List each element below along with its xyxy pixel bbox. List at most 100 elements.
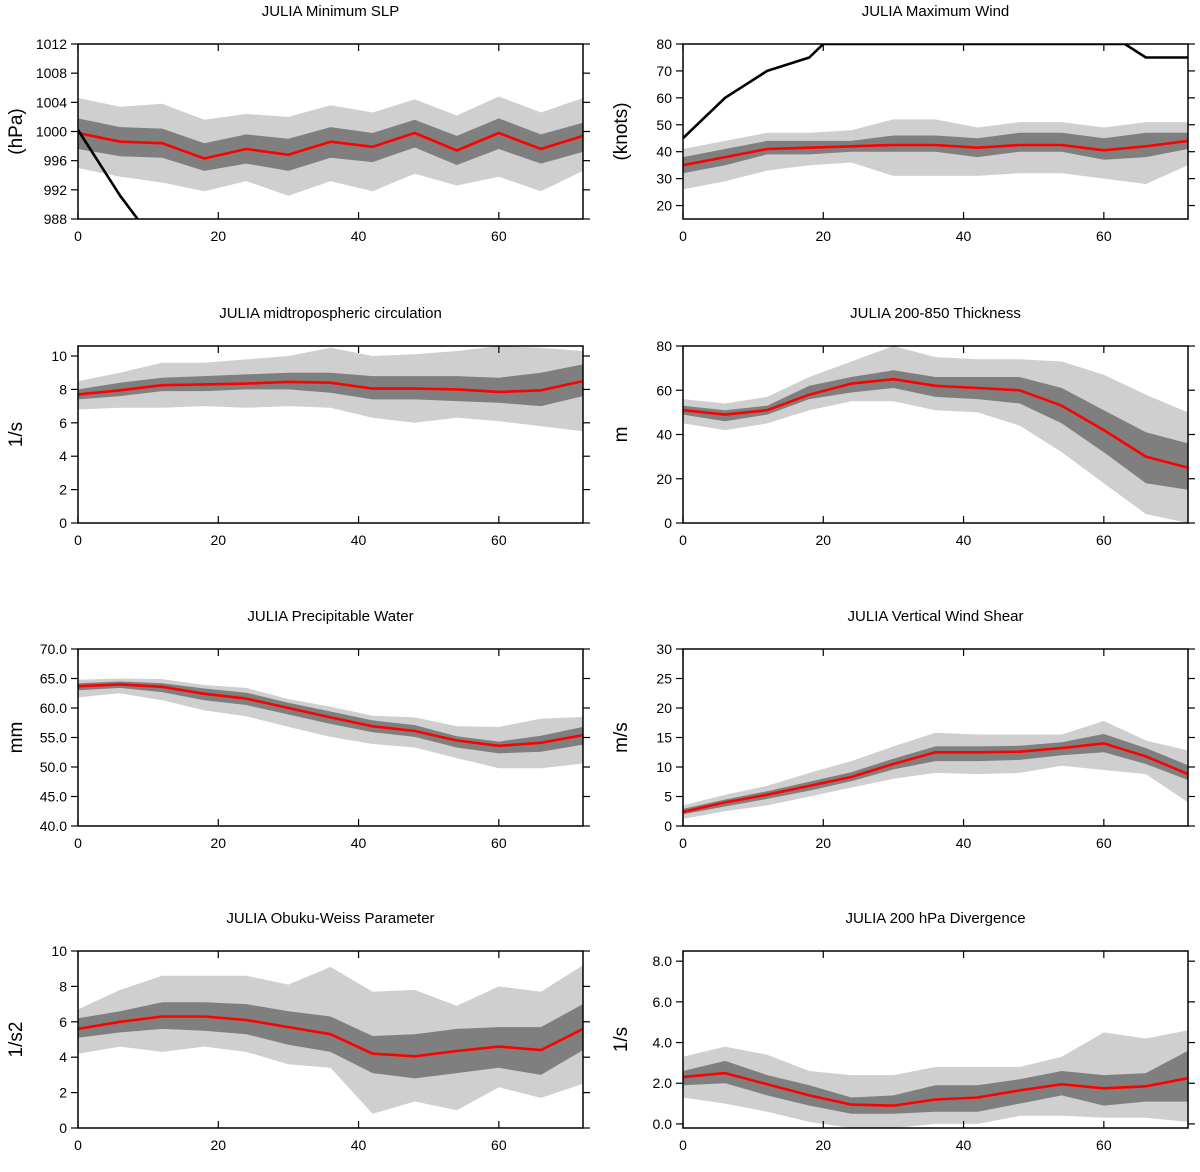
y-axis-label: mm xyxy=(6,722,27,754)
y-tick-label: 988 xyxy=(44,211,68,227)
y-tick-label: 20 xyxy=(656,700,672,716)
x-tick-label: 0 xyxy=(679,228,687,244)
inner-range-band xyxy=(683,1050,1188,1114)
chart-title: JULIA Minimum SLP xyxy=(262,3,400,20)
y-tick-label: 40 xyxy=(656,427,672,443)
x-tick-label: 20 xyxy=(210,228,226,244)
x-tick-label: 40 xyxy=(956,835,972,851)
x-tick-label: 0 xyxy=(74,1137,82,1153)
panel-2: 0 20 40 60 0 2 4 6 8 10 JULIA midtropospheric circ… xyxy=(6,305,590,548)
y-tick-label: 1000 xyxy=(36,124,67,140)
y-axis-label: m/s xyxy=(611,722,632,753)
y-axis-label: m xyxy=(611,427,632,443)
chart-title: JULIA Maximum Wind xyxy=(862,3,1010,20)
y-tick-label: 70 xyxy=(656,63,672,79)
x-tick-label: 40 xyxy=(956,228,972,244)
panel-0: 0 20 40 60 988 992 996 1000 1004 1008 1012 JULIA Mi… xyxy=(6,3,590,244)
x-tick-label: 0 xyxy=(74,835,82,851)
plot-frame xyxy=(682,950,1189,1129)
x-tick-label: 60 xyxy=(1096,228,1112,244)
y-tick-label: 80 xyxy=(656,338,672,354)
plot-area xyxy=(78,678,583,769)
inner-range-band xyxy=(683,734,1188,815)
y-tick-label: 40 xyxy=(656,144,672,160)
y-axis-label: (knots) xyxy=(611,102,632,160)
panel-6: 0 20 40 60 0 2 4 6 8 10 JULIA Obuku-Weiss Paramete… xyxy=(6,910,590,1153)
y-tick-label: 1004 xyxy=(36,94,67,110)
y-tick-label: 1008 xyxy=(36,65,67,81)
y-tick-label: 10 xyxy=(51,943,67,959)
x-tick-label: 0 xyxy=(74,532,82,548)
x-tick-label: 60 xyxy=(491,228,507,244)
y-tick-label: 8.0 xyxy=(653,953,673,969)
panel-5: 0 20 40 60 0 5 10 15 20 25 30 JULIA Vertical Wind S… xyxy=(611,608,1195,851)
chart-title: JULIA 200-850 Thickness xyxy=(850,305,1021,322)
y-tick-label: 20 xyxy=(656,471,672,487)
y-tick-label: 6 xyxy=(59,1014,67,1030)
y-tick-label: 2.0 xyxy=(653,1075,673,1091)
x-tick-label: 60 xyxy=(1096,835,1112,851)
x-tick-label: 40 xyxy=(956,532,972,548)
panel-4: 0 20 40 60 40.0 45.0 50.0 55.0 60.0 65.0 70.0 JULIA… xyxy=(6,608,590,851)
ensemble-mean-line xyxy=(78,131,583,160)
x-tick-label: 0 xyxy=(679,835,687,851)
y-tick-label: 50.0 xyxy=(40,759,67,775)
x-tick-label: 20 xyxy=(815,1137,831,1153)
y-tick-label: 60 xyxy=(656,382,672,398)
y-tick-label: 996 xyxy=(44,153,68,169)
chart-title: JULIA Obuku-Weiss Parameter xyxy=(226,910,434,927)
x-tick-label: 0 xyxy=(679,532,687,548)
plot-frame xyxy=(682,43,1189,220)
y-axis-label: (hPa) xyxy=(6,108,27,154)
panel-1: 0 20 40 60 20 30 40 50 60 70 80 JULIA Maximum Wind (… xyxy=(611,3,1195,244)
ensemble-mean-line xyxy=(683,377,1188,469)
x-tick-label: 40 xyxy=(351,1137,367,1153)
y-tick-label: 2 xyxy=(59,482,67,498)
y-axis-label: 1/s xyxy=(6,422,27,447)
y-tick-label: 40.0 xyxy=(40,818,67,834)
x-tick-label: 20 xyxy=(815,835,831,851)
ensemble-mean-line xyxy=(78,683,583,748)
x-tick-label: 40 xyxy=(956,1137,972,1153)
inner-range-band xyxy=(78,1002,583,1079)
ensemble-mean-line xyxy=(78,1015,583,1058)
ensemble-mean-line xyxy=(683,1071,1188,1107)
y-tick-label: 80 xyxy=(656,36,672,52)
y-tick-label: 60 xyxy=(656,90,672,106)
x-tick-label: 20 xyxy=(210,835,226,851)
y-tick-label: 45.0 xyxy=(40,789,67,805)
y-tick-label: 0 xyxy=(664,818,672,834)
plot-area xyxy=(683,721,1188,819)
x-tick-label: 60 xyxy=(1096,532,1112,548)
panel-7: 0 20 40 60 0.0 2.0 4.0 6.0 8.0 JULIA 200 hPa Dive… xyxy=(611,910,1195,1153)
panel-3: 0 20 40 60 0 20 40 60 80 JULIA 200-850 Thickness m xyxy=(611,305,1195,548)
y-tick-label: 4 xyxy=(59,448,67,464)
y-tick-label: 4 xyxy=(59,1049,67,1065)
y-axis-label: 1/s2 xyxy=(6,1022,27,1058)
x-tick-label: 0 xyxy=(679,1137,687,1153)
y-tick-label: 4.0 xyxy=(653,1035,673,1051)
y-tick-label: 8 xyxy=(59,978,67,994)
inner-range-band xyxy=(683,370,1188,490)
plot-area xyxy=(683,44,1188,190)
y-tick-label: 30 xyxy=(656,171,672,187)
y-tick-label: 992 xyxy=(44,182,68,198)
x-tick-label: 20 xyxy=(210,532,226,548)
plot-area xyxy=(78,346,583,432)
outer-range-band xyxy=(683,721,1188,819)
chart-title: JULIA Precipitable Water xyxy=(247,608,413,625)
y-tick-label: 15 xyxy=(656,730,672,746)
y-tick-label: 50 xyxy=(656,117,672,133)
y-tick-label: 65.0 xyxy=(40,671,67,687)
y-tick-label: 10 xyxy=(656,759,672,775)
plot-area xyxy=(78,965,583,1114)
chart-title: JULIA 200 hPa Divergence xyxy=(845,910,1025,927)
plot-area xyxy=(78,96,583,219)
reference-track-line xyxy=(78,129,139,219)
chart-title: JULIA Vertical Wind Shear xyxy=(848,608,1024,625)
x-tick-label: 60 xyxy=(491,1137,507,1153)
ensemble-mean-line xyxy=(683,139,1188,167)
y-tick-label: 2 xyxy=(59,1085,67,1101)
reference-track-line xyxy=(683,44,1188,140)
